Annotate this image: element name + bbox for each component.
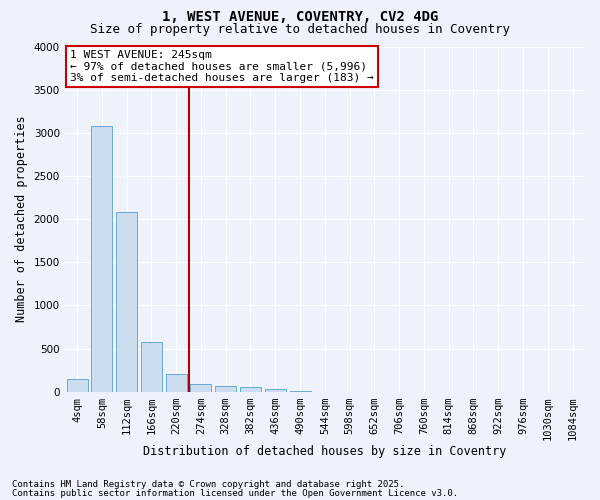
Bar: [240, 388, 261, 392]
Bar: [215, 386, 236, 392]
Text: Contains HM Land Registry data © Crown copyright and database right 2025.: Contains HM Land Registry data © Crown c…: [12, 480, 404, 489]
Text: 1, WEST AVENUE, COVENTRY, CV2 4DG: 1, WEST AVENUE, COVENTRY, CV2 4DG: [162, 10, 438, 24]
Bar: [116, 212, 137, 392]
Bar: [190, 384, 211, 392]
Bar: [166, 374, 187, 392]
Bar: [67, 379, 88, 392]
Text: 1 WEST AVENUE: 245sqm
← 97% of detached houses are smaller (5,996)
3% of semi-de: 1 WEST AVENUE: 245sqm ← 97% of detached …: [70, 50, 374, 83]
X-axis label: Distribution of detached houses by size in Coventry: Distribution of detached houses by size …: [143, 444, 506, 458]
Y-axis label: Number of detached properties: Number of detached properties: [15, 116, 28, 322]
Bar: [141, 342, 162, 392]
Bar: [265, 389, 286, 392]
Bar: [91, 126, 112, 392]
Text: Contains public sector information licensed under the Open Government Licence v3: Contains public sector information licen…: [12, 488, 458, 498]
Text: Size of property relative to detached houses in Coventry: Size of property relative to detached ho…: [90, 22, 510, 36]
